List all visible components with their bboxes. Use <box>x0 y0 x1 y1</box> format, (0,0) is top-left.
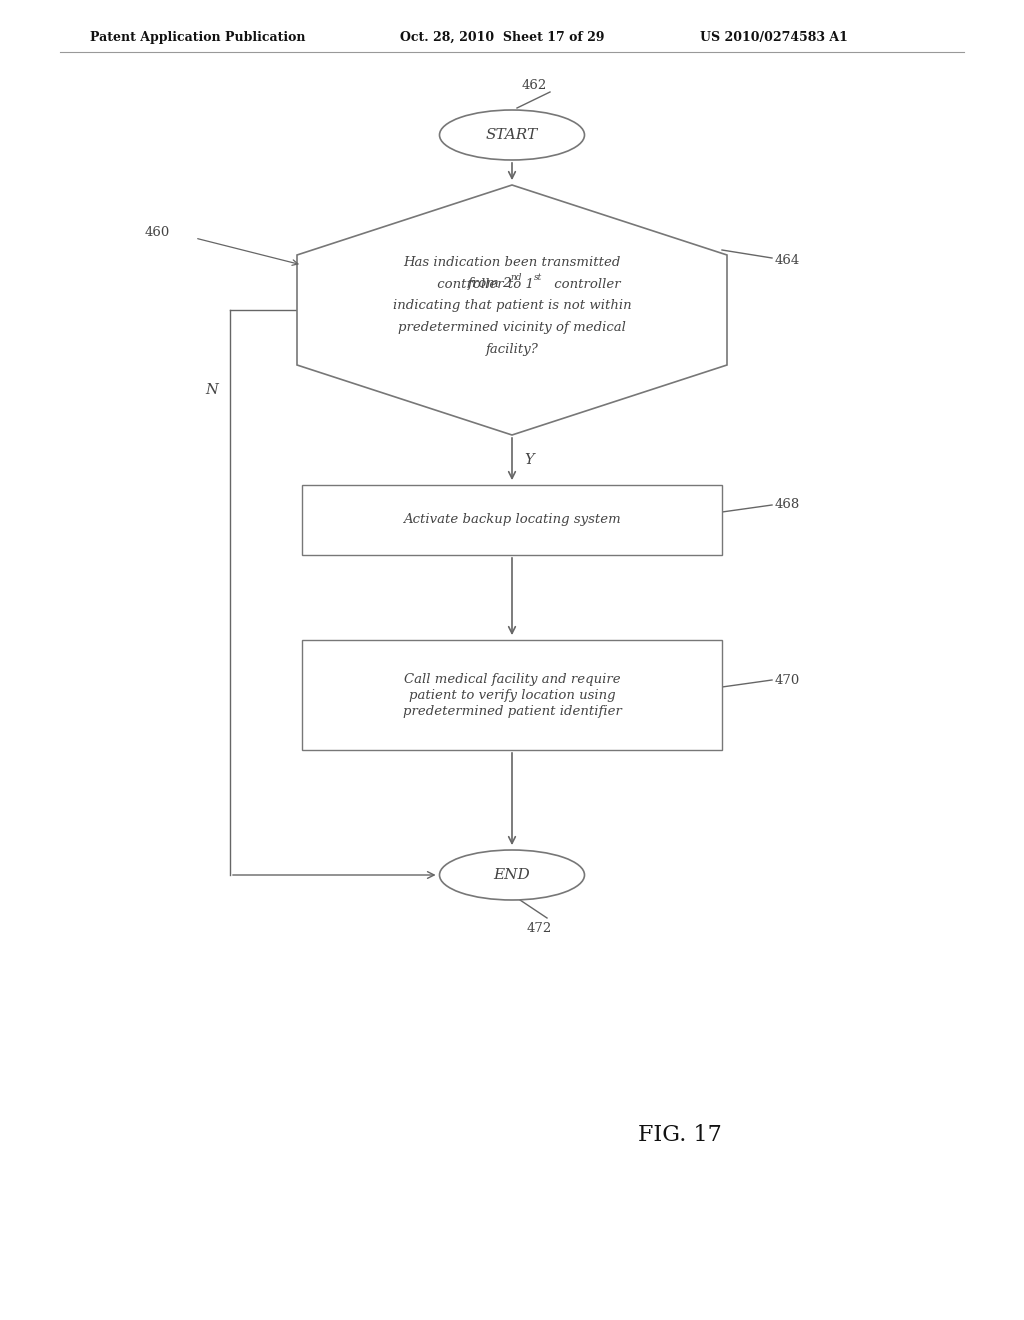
Text: Activate backup locating system: Activate backup locating system <box>403 513 621 527</box>
Text: controller: controller <box>550 277 621 290</box>
Ellipse shape <box>439 850 585 900</box>
Text: 470: 470 <box>775 673 800 686</box>
Text: nd: nd <box>510 272 521 281</box>
Text: Has indication been transmitted: Has indication been transmitted <box>403 256 621 268</box>
Text: facility?: facility? <box>485 343 539 356</box>
Text: Call medical facility and require: Call medical facility and require <box>403 672 621 685</box>
Text: START: START <box>486 128 538 143</box>
Text: FIG. 17: FIG. 17 <box>638 1125 722 1146</box>
Text: predetermined vicinity of medical: predetermined vicinity of medical <box>398 322 626 334</box>
Text: N: N <box>205 383 218 397</box>
Ellipse shape <box>439 110 585 160</box>
Text: Patent Application Publication: Patent Application Publication <box>90 30 305 44</box>
Text: indicating that patient is not within: indicating that patient is not within <box>392 300 632 313</box>
Text: from 2: from 2 <box>468 277 512 290</box>
Text: Oct. 28, 2010  Sheet 17 of 29: Oct. 28, 2010 Sheet 17 of 29 <box>400 30 604 44</box>
Polygon shape <box>297 185 727 436</box>
Text: predetermined patient identifier: predetermined patient identifier <box>402 705 622 718</box>
Bar <box>302 484 722 554</box>
Text: controller to 1: controller to 1 <box>433 277 534 290</box>
Text: US 2010/0274583 A1: US 2010/0274583 A1 <box>700 30 848 44</box>
Text: Y: Y <box>524 453 534 467</box>
Text: patient to verify location using: patient to verify location using <box>409 689 615 701</box>
Text: 472: 472 <box>527 921 552 935</box>
Text: 460: 460 <box>145 226 170 239</box>
Text: st: st <box>534 272 543 281</box>
Text: 464: 464 <box>775 253 800 267</box>
Text: 468: 468 <box>775 499 800 511</box>
Bar <box>302 640 722 750</box>
Text: 462: 462 <box>522 79 547 92</box>
Text: END: END <box>494 869 530 882</box>
